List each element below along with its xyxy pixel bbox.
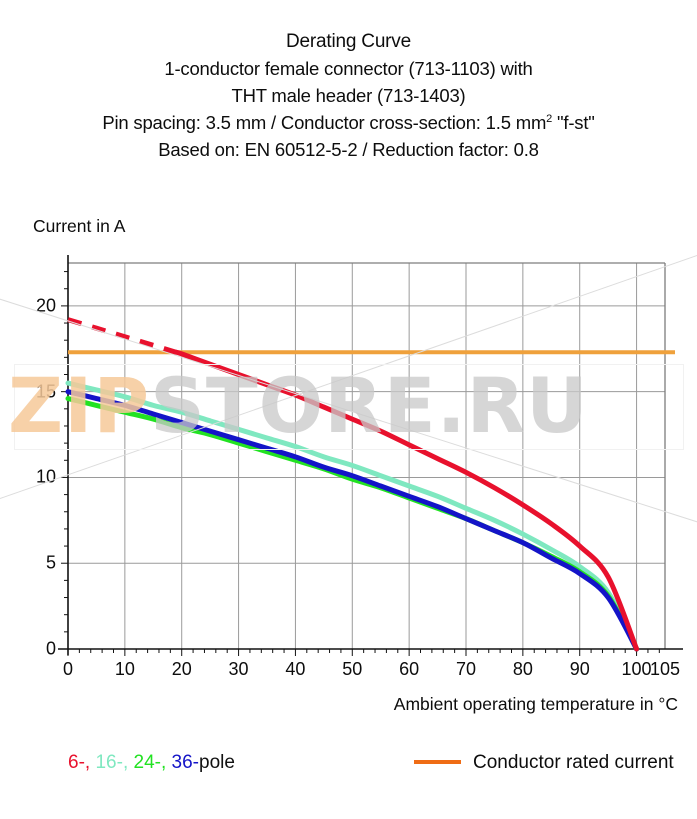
legend-16-pole: 16- xyxy=(95,752,123,773)
legend-rated-current: Conductor rated current xyxy=(414,752,674,774)
fst-text: "f-st" xyxy=(552,112,595,133)
y-axis-tick-label: 0 xyxy=(45,638,56,659)
rated-current-label: Conductor rated current xyxy=(473,752,674,773)
chart-title-block: Derating Curve 1-conductor female connec… xyxy=(0,28,697,163)
rated-current-swatch xyxy=(414,759,461,764)
series-line-6-pole xyxy=(173,349,640,652)
x-axis-tick-label: 20 xyxy=(171,659,192,679)
x-axis-tick-label: 60 xyxy=(399,659,420,679)
x-axis-tick-label: 40 xyxy=(285,659,306,679)
x-axis-tick-label: 80 xyxy=(512,659,533,679)
y-axis-tick-label: 20 xyxy=(35,295,56,316)
legend-pole-suffix: pole xyxy=(199,752,235,773)
square-superscript: 2 xyxy=(546,112,553,125)
series-line-6-pole-dashed xyxy=(67,317,177,355)
y-axis-tick-label: 15 xyxy=(35,381,56,402)
y-axis-tick-label: 5 xyxy=(45,552,56,573)
x-axis-tick-label: 0 xyxy=(62,659,74,679)
x-axis-tick-label: 10 xyxy=(114,659,135,679)
y-axis-label: Current in A xyxy=(33,216,126,236)
legend-24-pole: 24- xyxy=(133,752,161,773)
chart-title: Derating Curve xyxy=(286,31,411,52)
chart-subtitle-line-2: THT male header (713-1403) xyxy=(231,85,466,106)
x-axis-tick-label: 105 xyxy=(649,659,681,679)
legend-6-pole: 6- xyxy=(68,752,85,773)
legend-36-pole: 36- xyxy=(171,752,199,773)
x-axis-tick-label: 70 xyxy=(455,659,477,679)
y-axis-tick-label: 10 xyxy=(35,466,56,487)
x-axis-tick-label: 100 xyxy=(621,659,652,679)
x-axis-tick-label: 90 xyxy=(569,659,590,679)
chart-subtitle-line-4: Based on: EN 60512-5-2 / Reduction facto… xyxy=(158,139,539,160)
legend-sep-3: , xyxy=(160,752,172,773)
chart-subtitle-line-1: 1-conductor female connector (713-1103) … xyxy=(164,58,533,79)
chart-subtitle-line-3: Pin spacing: 3.5 mm / Conductor cross-se… xyxy=(0,109,697,136)
pin-spacing-text: Pin spacing: 3.5 mm / Conductor cross-se… xyxy=(102,112,547,133)
chart-legend: 6-, 16-, 24-, 36-pole Conductor rated cu… xyxy=(0,752,697,792)
x-axis-tick-label: 50 xyxy=(342,659,363,679)
legend-sep-1: , xyxy=(84,752,96,773)
x-axis-label: Ambient operating temperature in °C xyxy=(393,694,678,714)
legend-sep-2: , xyxy=(122,752,134,773)
legend-pole-series: 6-, 16-, 24-, 36-pole xyxy=(68,752,235,774)
x-axis-tick-label: 30 xyxy=(228,659,249,679)
